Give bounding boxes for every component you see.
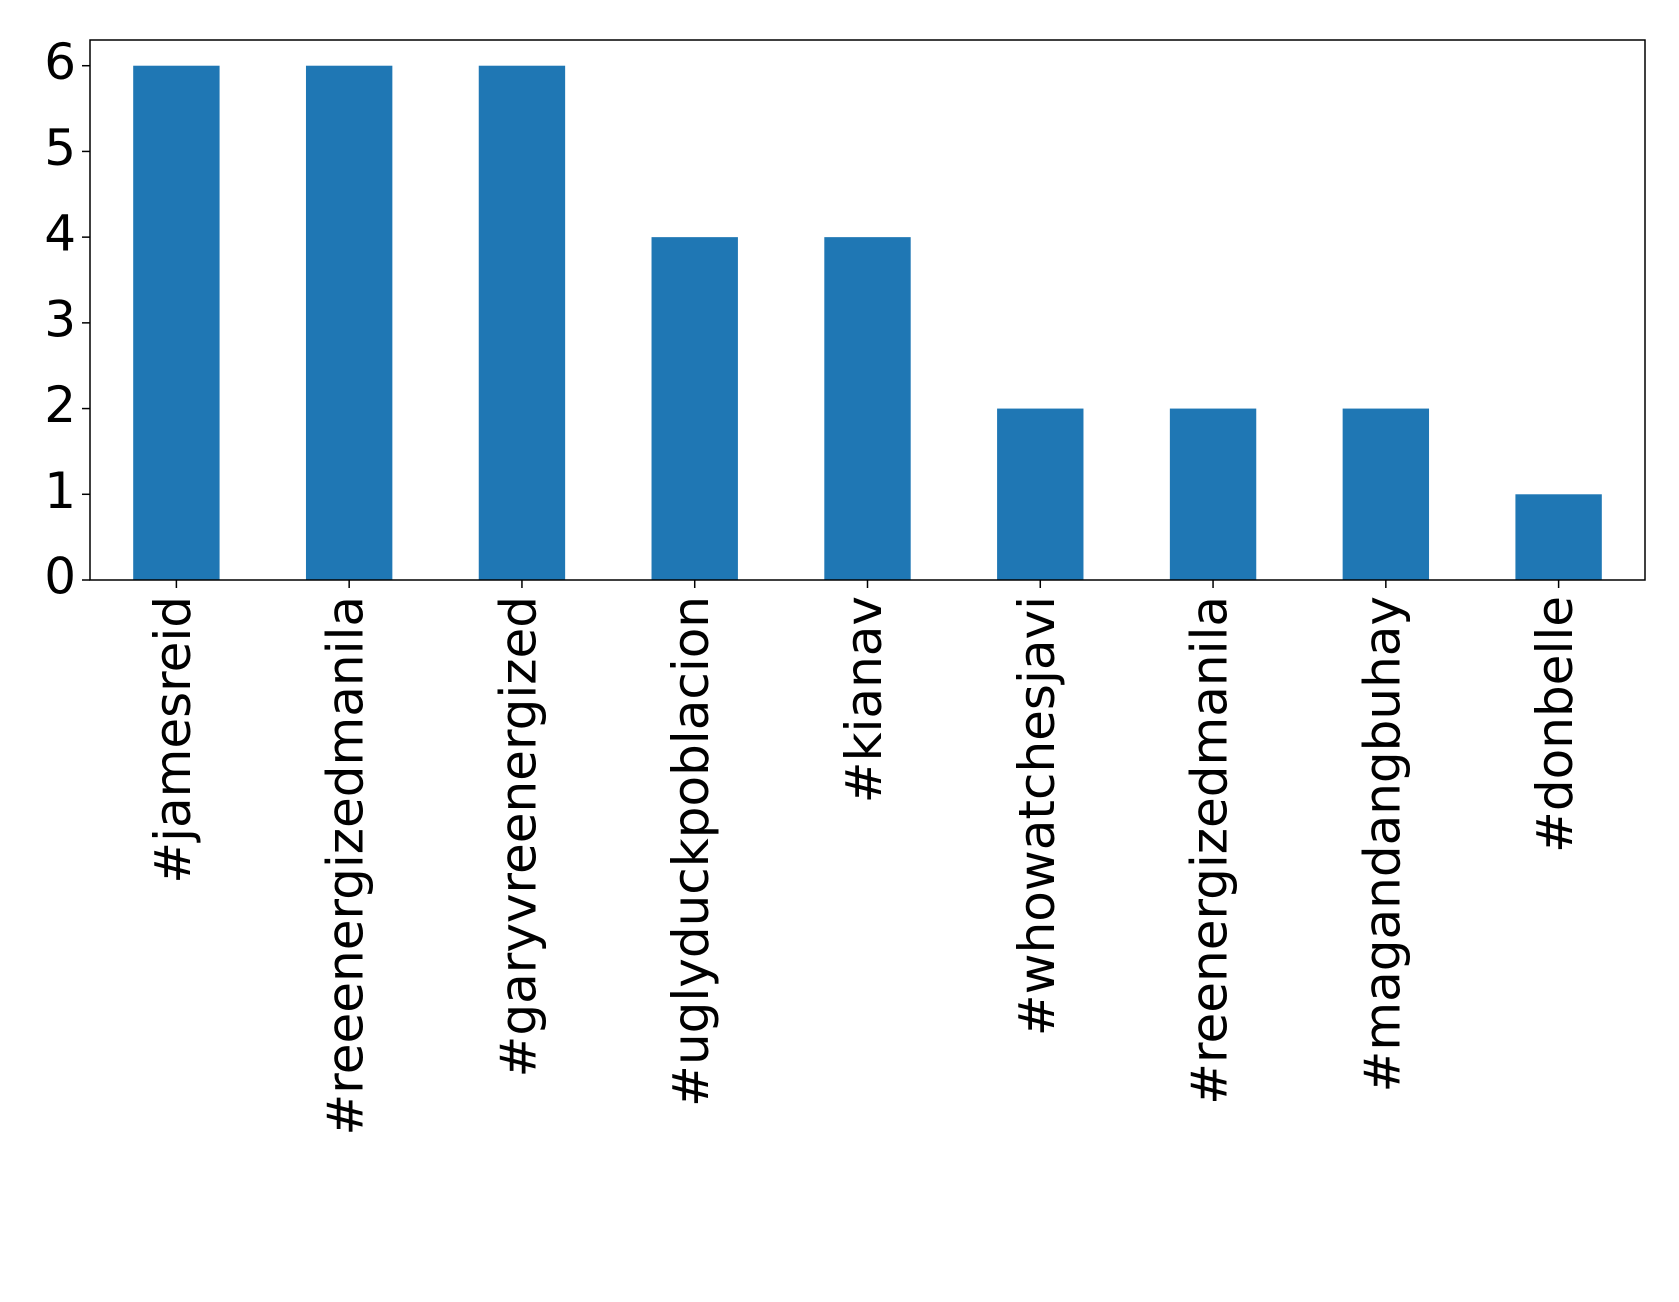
x-tick-label: #kianav [835,596,893,803]
y-tick-label: 4 [44,205,76,263]
x-tick-label: #reenergizedmanila [1181,596,1239,1105]
y-tick-label: 0 [44,548,76,606]
x-tick-label: #reeenergizedmanila [317,596,375,1136]
bar [1169,408,1257,580]
y-tick-label: 3 [44,290,76,348]
bar [1342,408,1430,580]
x-tick-label: #jamesreid [144,596,202,884]
y-tick-label: 5 [44,119,76,177]
x-tick-label: #donbelle [1526,596,1584,853]
plot-frame [89,39,1646,581]
bar [478,65,566,580]
y-tick-label: 1 [44,462,76,520]
bar [997,408,1084,580]
x-tick-label: #uglyduckpoblacion [662,596,720,1107]
bar [651,237,738,580]
bar [305,65,393,580]
bar [1515,494,1602,580]
x-tick-label: #garyvreenergized [489,596,547,1078]
x-tick-label: #magandangbuhay [1353,596,1411,1092]
bar [824,237,911,580]
x-tick-label: #whowatchesjavi [1008,596,1066,1036]
bar [133,65,220,580]
y-tick-label: 6 [44,33,76,91]
y-tick-label: 2 [44,376,76,434]
